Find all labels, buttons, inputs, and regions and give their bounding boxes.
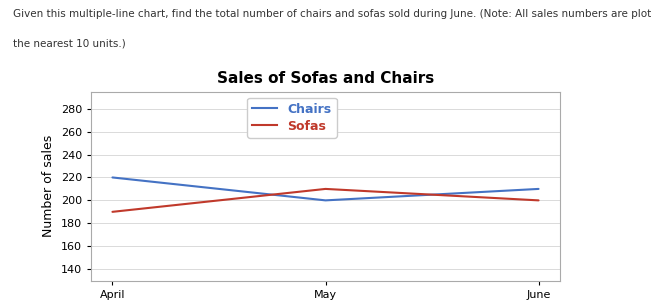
Title: Sales of Sofas and Chairs: Sales of Sofas and Chairs [217, 71, 434, 86]
Text: the nearest 10 units.): the nearest 10 units.) [13, 38, 126, 48]
Legend: Chairs, Sofas: Chairs, Sofas [247, 98, 337, 138]
Y-axis label: Number of sales: Number of sales [42, 135, 55, 237]
Text: Given this multiple-line chart, find the total number of chairs and sofas sold d: Given this multiple-line chart, find the… [13, 9, 651, 19]
